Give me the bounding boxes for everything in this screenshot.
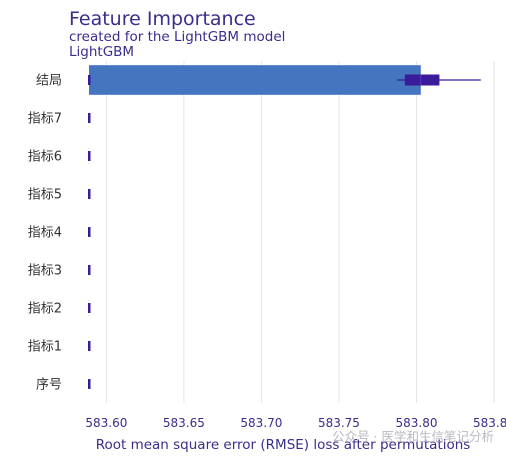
- box-marker: [88, 151, 91, 161]
- x-tick-label: 583.85: [473, 416, 506, 430]
- bar: [89, 65, 421, 95]
- box-marker: [88, 227, 91, 237]
- model-label: LightGBM: [69, 44, 134, 60]
- chart-title: Feature Importance: [69, 8, 256, 30]
- y-tick-label: 指标2: [28, 302, 62, 317]
- x-tick-label: 583.75: [318, 416, 360, 430]
- watermark-text: 公众号 · 医学和生信笔记分析: [332, 429, 494, 444]
- bars: [89, 65, 421, 95]
- boxplots: [88, 74, 481, 389]
- y-tick-label: 指标4: [28, 226, 62, 241]
- box-marker: [88, 379, 91, 389]
- x-tick-labels: 583.60 583.65 583.70 583.75 583.80 583.85: [85, 416, 506, 430]
- x-tick-label: 583.80: [395, 416, 437, 430]
- box-marker: [88, 75, 91, 85]
- box-marker: [88, 265, 91, 275]
- box-marker: [88, 303, 91, 313]
- box-iqr: [404, 74, 440, 86]
- y-tick-label: 指标5: [28, 188, 62, 203]
- x-tick-label: 583.70: [240, 416, 282, 430]
- box-marker: [88, 113, 91, 123]
- y-tick-label: 指标6: [28, 150, 62, 165]
- x-tick-label: 583.65: [163, 416, 205, 430]
- y-tick-label: 序号: [36, 378, 62, 393]
- chart-subtitle: created for the LightGBM model: [69, 29, 285, 45]
- grid-lines: [105, 61, 495, 403]
- x-tick-label: 583.60: [85, 416, 127, 430]
- y-tick-label: 指标1: [28, 340, 62, 355]
- x-axis-label: Root mean square error (RMSE) loss after…: [96, 437, 471, 453]
- y-tick-label: 结局: [36, 74, 62, 89]
- y-tick-label: 指标7: [28, 112, 62, 127]
- box-marker: [88, 341, 91, 351]
- box-marker: [88, 189, 91, 199]
- y-tick-label: 指标3: [28, 264, 62, 279]
